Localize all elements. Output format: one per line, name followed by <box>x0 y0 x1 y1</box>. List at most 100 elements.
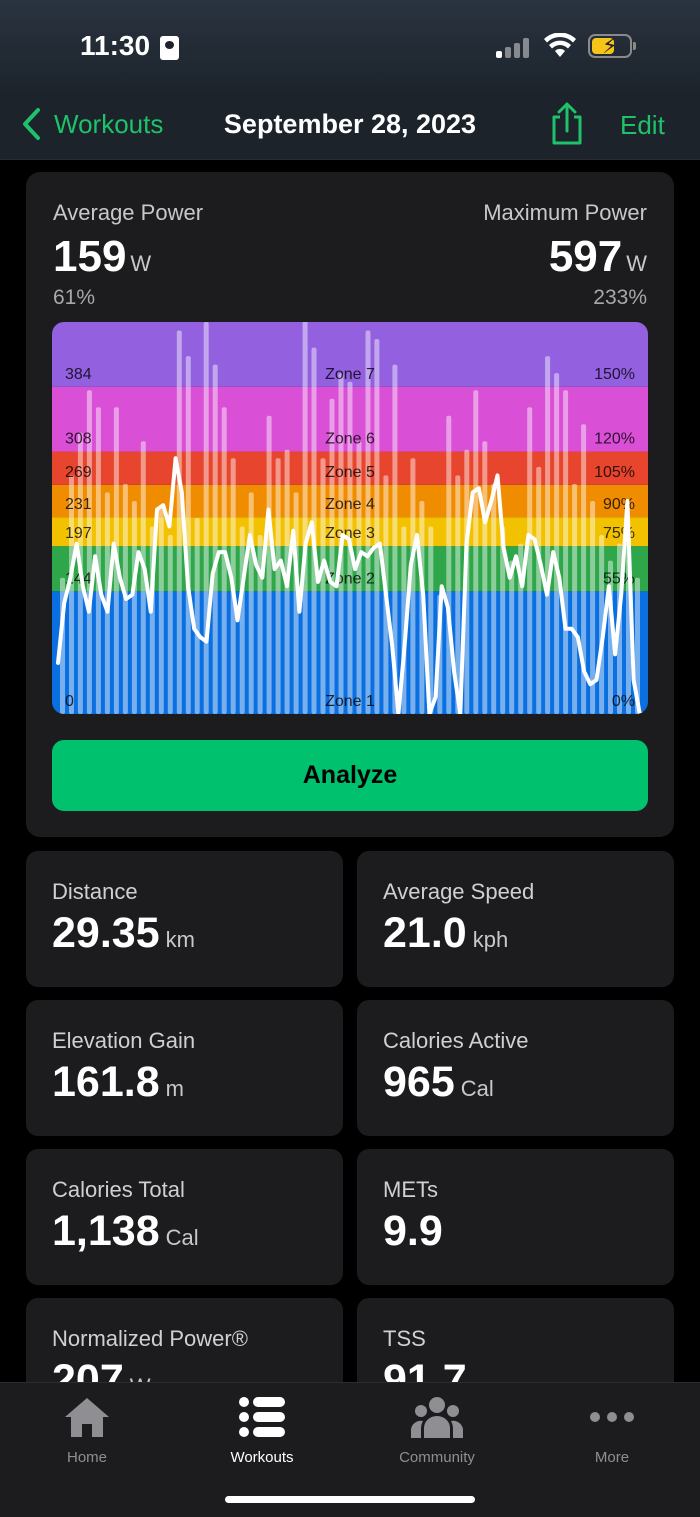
power-bar <box>194 518 200 714</box>
power-bar <box>527 407 533 714</box>
stat-unit: km <box>165 927 195 952</box>
zone-watts-label: 197 <box>65 525 92 542</box>
power-bar <box>185 356 191 714</box>
people-icon <box>411 1397 463 1438</box>
power-bar <box>599 535 605 714</box>
nav-bar: Workouts September 28, 2023 Edit <box>0 95 700 160</box>
stat-unit: m <box>165 1076 184 1101</box>
stat-card-tss: TSS 91.7 <box>357 1298 674 1382</box>
power-bar <box>158 509 164 714</box>
power-bar <box>212 364 218 714</box>
stat-unit: Cal <box>165 1225 199 1250</box>
power-bar <box>275 458 281 714</box>
power-bar <box>410 458 416 714</box>
stat-value: 29.35 km <box>52 909 195 957</box>
zone-name-label: Zone 3 <box>325 525 375 542</box>
stat-label: Elevation Gain <box>52 1028 196 1053</box>
power-bar <box>392 364 398 714</box>
power-bar <box>491 483 497 714</box>
power-bar <box>581 424 587 714</box>
tab-workouts[interactable]: Workouts <box>192 1393 332 1466</box>
stat-card-normalized-power: Normalized Power® 207W <box>26 1298 343 1382</box>
power-bar <box>509 560 515 714</box>
stat-value: 21.0 kph <box>383 909 509 957</box>
stat-unit: Cal <box>460 1076 494 1101</box>
edit-button[interactable]: Edit <box>620 110 665 140</box>
tab-community[interactable]: Community <box>367 1393 507 1466</box>
list-icon <box>239 1397 285 1437</box>
stat-card-distance: Distance 29.35 km <box>26 851 343 987</box>
chevron-left-icon <box>23 108 40 140</box>
stat-value: 91.7 <box>383 1356 467 1382</box>
power-bar <box>167 535 173 714</box>
power-card: Average Power 159 W 61% Maximum Power 597… <box>26 172 674 837</box>
zone-percent-label: 150% <box>594 366 635 383</box>
power-bar <box>482 441 488 714</box>
stat-label: Distance <box>52 879 138 904</box>
zone-watts-label: 384 <box>65 366 92 383</box>
share-icon[interactable] <box>548 101 586 147</box>
stat-label: Calories Active <box>383 1028 529 1053</box>
stat-card-calories-active: Calories Active 965 Cal <box>357 1000 674 1136</box>
zone-percent-label: 105% <box>594 464 635 481</box>
power-bar <box>455 475 461 714</box>
power-bar <box>203 322 209 714</box>
tab-more[interactable]: More <box>542 1393 682 1466</box>
power-bar <box>500 526 506 714</box>
power-bar <box>176 330 182 714</box>
power-bar <box>590 501 596 714</box>
stat-value: 9.9 <box>383 1207 443 1255</box>
ellipsis-icon <box>590 1412 634 1422</box>
power-bar <box>140 441 146 714</box>
analyze-button[interactable]: Analyze <box>52 740 648 811</box>
stat-value: 161.8 m <box>52 1058 184 1106</box>
stat-value: 1,138 Cal <box>52 1207 199 1255</box>
power-bar <box>329 398 335 714</box>
power-bar <box>635 577 640 714</box>
stat-card-calories-total: Calories Total 1,138 Cal <box>26 1149 343 1285</box>
power-bar <box>320 458 326 714</box>
power-bar <box>365 330 371 714</box>
tab-bar: Home Workouts Community <box>0 1382 700 1517</box>
power-bar <box>266 415 272 714</box>
zone-name-label: Zone 6 <box>325 431 375 448</box>
power-bar <box>545 356 551 714</box>
zone-name-label: Zone 1 <box>325 693 375 710</box>
zone-percent-label: 55% <box>603 570 635 587</box>
contact-badge-icon <box>160 36 179 60</box>
power-bar <box>257 535 263 714</box>
stat-card-mets: METs 9.9 <box>357 1149 674 1285</box>
zone-band-7 <box>52 322 648 387</box>
power-bar <box>131 501 137 714</box>
signal-icon <box>496 38 532 58</box>
zone-percent-label: 120% <box>594 431 635 448</box>
stat-card-elevation-gain: Elevation Gain 161.8 m <box>26 1000 343 1136</box>
tab-community-label: Community <box>399 1449 475 1466</box>
power-bar <box>563 390 569 714</box>
power-bar <box>248 492 254 714</box>
stat-label: METs <box>383 1177 438 1202</box>
wifi-icon <box>544 33 576 57</box>
zone-watts-label: 231 <box>65 496 92 513</box>
max-power-value: 597 W <box>548 232 647 281</box>
zone-band-6 <box>52 386 648 452</box>
max-power-percent: 233% <box>593 286 647 309</box>
workout-detail[interactable]: Average Power 159 W 61% Maximum Power 597… <box>0 160 700 1382</box>
power-line <box>56 456 648 714</box>
zone-percent-label: 0% <box>612 693 635 710</box>
power-bar <box>446 415 452 714</box>
zone-percent-label: 90% <box>603 496 635 513</box>
stat-label: Average Speed <box>383 879 535 904</box>
avg-power-value: 159 W <box>53 232 152 281</box>
power-zone-chart[interactable]: 0 Zone 1 0% 144 Zone 2 55% 197 Zone 3 75% 231 Zone… <box>52 322 648 714</box>
tab-workouts-label: Workouts <box>230 1449 294 1466</box>
tab-home[interactable]: Home <box>17 1393 157 1466</box>
stat-unit: W <box>130 1374 151 1382</box>
back-button[interactable]: Workouts <box>20 107 163 141</box>
power-bar <box>302 322 308 714</box>
tab-more-label: More <box>594 1449 630 1466</box>
power-bar <box>95 407 101 714</box>
power-bar <box>473 390 479 714</box>
power-bar <box>356 441 362 714</box>
stat-card-average-speed: Average Speed 21.0 kph <box>357 851 674 987</box>
